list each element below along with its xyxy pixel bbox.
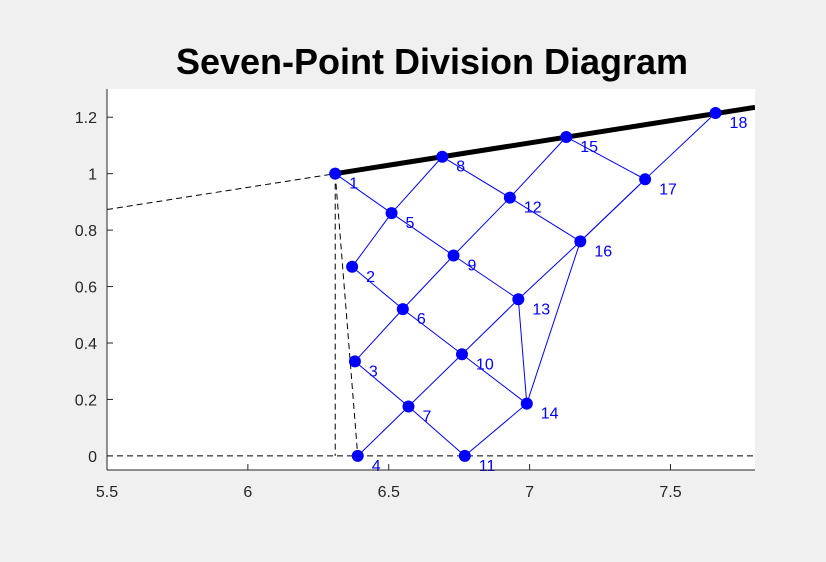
construction-line-1 [107, 173, 336, 211]
mesh-edge-8-12 [442, 156, 511, 199]
mesh-edge-9-12 [453, 197, 511, 256]
point-14 [520, 397, 533, 410]
point-label-7: 7 [422, 409, 431, 426]
point-4 [351, 449, 364, 462]
point-3 [348, 355, 361, 368]
point-18 [709, 106, 722, 119]
point-label-3: 3 [369, 363, 378, 380]
mesh-edge-4-7 [357, 406, 409, 457]
construction-line-2 [334, 173, 359, 456]
x-tick-label-3: 7 [525, 484, 534, 501]
mesh-edge-13-14 [517, 299, 528, 404]
mesh-edge-9-13 [453, 255, 519, 300]
mesh-edge-16-17 [579, 178, 646, 242]
point-2 [346, 260, 359, 273]
point-5 [385, 207, 398, 220]
point-7 [402, 400, 415, 413]
point-label-5: 5 [406, 215, 415, 232]
y-tick-label-4: 0.8 [75, 223, 97, 240]
point-label-2: 2 [366, 269, 375, 286]
point-label-6: 6 [417, 311, 426, 328]
point-8 [436, 150, 449, 163]
point-label-16: 16 [594, 243, 612, 260]
point-label-1: 1 [349, 176, 358, 193]
mesh-edge-11-14 [464, 403, 528, 457]
point-17 [639, 173, 652, 186]
mesh-edge-1-5 [334, 173, 392, 214]
mesh-edge-2-6 [351, 266, 404, 310]
point-label-9: 9 [468, 258, 477, 275]
point-label-11: 11 [479, 458, 496, 475]
y-tick-label-5: 1 [88, 167, 97, 184]
mesh-edge-17-18 [644, 112, 716, 180]
y-tick-label-6: 1.2 [75, 110, 97, 127]
mesh-edge-3-7 [354, 360, 409, 407]
point-label-10: 10 [476, 356, 494, 373]
point-12 [503, 191, 516, 204]
point-label-17: 17 [659, 181, 677, 198]
point-13 [512, 293, 525, 306]
mesh-edge-3-6 [354, 308, 404, 362]
construction-lines [107, 173, 755, 457]
point-6 [396, 303, 409, 316]
mesh-edge-6-9 [402, 255, 454, 310]
mesh-edge-5-9 [391, 212, 454, 256]
mesh-edge-7-10 [408, 353, 463, 407]
y-tick-label-0: 0 [88, 449, 97, 466]
x-tick-label-2: 6.5 [378, 484, 400, 501]
mesh-edge-12-16 [509, 197, 581, 242]
point-label-15: 15 [580, 139, 598, 156]
boundary-line-group [334, 104, 755, 177]
axes: 5.5 6 6.5 7 7.5 0 0.2 0.4 0.6 0.8 1 1.2 [75, 89, 755, 501]
mesh-edge-12-15 [509, 136, 567, 198]
point-9 [447, 249, 460, 262]
mesh-edge-10-14 [461, 353, 528, 405]
mesh-edge-7-11 [408, 406, 466, 457]
x-tick-label-1: 6 [243, 484, 252, 501]
mesh-edge-16-14 [526, 241, 581, 404]
mesh-edge-15-17 [565, 136, 646, 180]
mesh-edge-6-10 [402, 308, 463, 355]
point-11 [458, 449, 471, 462]
mesh-points [329, 106, 722, 462]
point-10 [455, 348, 468, 361]
point-label-8: 8 [456, 159, 465, 176]
point-15 [560, 130, 573, 143]
mesh-edges [334, 112, 716, 457]
point-label-18: 18 [730, 115, 748, 132]
y-tick-label-3: 0.6 [75, 280, 97, 297]
x-tick-label-0: 5.5 [96, 484, 118, 501]
mesh-edge-10-13 [461, 298, 519, 355]
mesh-edge-2-5 [351, 212, 392, 268]
y-tick-label-2: 0.4 [75, 336, 97, 353]
point-label-4: 4 [372, 458, 381, 475]
point-label-14: 14 [541, 406, 559, 423]
mesh-edge-5-8 [391, 156, 443, 214]
point-label-12: 12 [524, 200, 542, 217]
point-16 [574, 235, 587, 248]
point-1 [329, 167, 342, 180]
mesh-edge-13-16 [517, 241, 581, 300]
x-tick-label-4: 7.5 [659, 484, 681, 501]
chart-title: Seven-Point Division Diagram [176, 41, 688, 82]
y-tick-label-1: 0.2 [75, 392, 97, 409]
point-label-13: 13 [532, 301, 550, 318]
boundary-line [334, 104, 755, 177]
